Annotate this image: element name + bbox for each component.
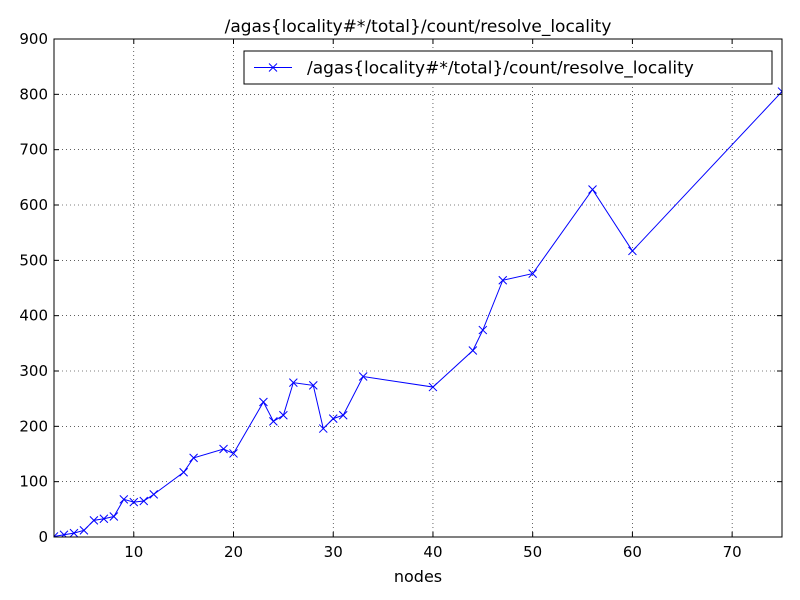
data-point-marker	[328, 414, 338, 423]
y-tick-label: 400	[19, 307, 48, 325]
data-point-marker	[99, 514, 109, 524]
marker-stroke	[89, 516, 99, 525]
y-tick-label: 800	[19, 85, 48, 103]
data-point-marker	[54, 532, 59, 537]
legend: /agas{locality#*/total}/count/resolve_lo…	[243, 50, 773, 85]
x-tick-label: 70	[723, 543, 742, 561]
marker-stroke	[149, 490, 159, 499]
axis-ticks: 10 20 30 40 50 60 7001002003004005006007008009…	[19, 30, 782, 561]
data-point-marker	[79, 526, 89, 535]
data-point-marker	[149, 490, 159, 499]
data-point-marker	[428, 382, 438, 392]
y-tick-label: 600	[19, 196, 48, 214]
series-line	[54, 91, 782, 537]
data-point-marker	[498, 275, 508, 285]
marker-stroke	[179, 467, 188, 477]
y-tick-label: 100	[19, 473, 48, 491]
marker-stroke	[69, 528, 79, 537]
x-tick-label: 60	[623, 543, 642, 561]
legend-marker-x	[268, 63, 278, 72]
y-tick-label: 500	[19, 251, 48, 269]
marker-stroke	[219, 444, 228, 454]
data-point-marker	[468, 346, 478, 355]
marker-stroke	[328, 414, 338, 423]
y-tick-label: 900	[19, 30, 48, 48]
legend-box	[243, 50, 773, 85]
marker-stroke	[268, 63, 278, 72]
data-point-marker	[219, 444, 228, 454]
marker-stroke	[269, 416, 278, 426]
marker-stroke	[54, 532, 59, 537]
data-point-marker	[288, 378, 298, 387]
x-tick-label: 50	[523, 543, 542, 561]
data-point-marker	[269, 416, 278, 426]
plot-frame	[53, 38, 783, 538]
marker-stroke	[109, 512, 119, 521]
data-point-marker	[259, 397, 268, 407]
data-point-marker	[129, 497, 139, 507]
x-axis-label: nodes	[394, 567, 442, 586]
data-point-marker	[69, 528, 79, 537]
marker-stroke	[468, 346, 478, 355]
data-point-marker	[89, 516, 99, 525]
marker-stroke	[189, 453, 198, 463]
data-point-marker	[308, 381, 318, 390]
marker-stroke	[119, 495, 129, 504]
marker-stroke	[308, 381, 318, 390]
series-group	[54, 87, 782, 537]
data-point-marker	[528, 269, 538, 278]
marker-stroke	[79, 526, 89, 535]
marker-stroke	[338, 410, 348, 420]
marker-stroke	[139, 496, 149, 506]
marker-stroke	[229, 449, 238, 458]
series-layer	[54, 87, 782, 537]
marker-stroke	[358, 372, 368, 381]
marker-stroke	[99, 514, 109, 524]
marker-stroke	[628, 246, 637, 256]
marker-stroke	[259, 397, 268, 407]
data-point-marker	[478, 325, 488, 335]
data-point-marker	[179, 467, 188, 477]
data-point-marker	[119, 495, 129, 504]
marker-stroke	[498, 275, 508, 285]
data-point-marker	[358, 372, 368, 381]
data-point-marker	[139, 496, 149, 506]
data-point-marker	[109, 512, 119, 521]
data-point-marker	[628, 246, 637, 256]
marker-stroke	[279, 410, 288, 420]
data-point-marker	[338, 410, 348, 420]
marker-stroke	[129, 497, 139, 507]
marker-stroke	[318, 424, 328, 433]
legend-entry: /agas{locality#*/total}/count/resolve_lo…	[307, 59, 694, 79]
data-point-marker	[229, 449, 238, 458]
grid-lines	[54, 39, 782, 537]
data-point-marker	[588, 185, 597, 194]
data-point-marker	[318, 424, 328, 433]
data-point-marker	[59, 530, 69, 537]
x-tick-label: 10	[124, 543, 143, 561]
y-tick-label: 0	[38, 528, 48, 546]
data-point-marker	[279, 410, 288, 420]
marker-stroke	[528, 269, 538, 278]
marker-stroke	[428, 382, 438, 392]
x-tick-label: 40	[423, 543, 442, 561]
marker-stroke	[478, 325, 488, 335]
y-tick-label: 200	[19, 417, 48, 435]
y-tick-label: 700	[19, 141, 48, 159]
x-tick-label: 20	[224, 543, 243, 561]
marker-stroke	[61, 530, 69, 537]
marker-stroke	[288, 378, 298, 387]
data-point-marker	[189, 453, 198, 463]
y-tick-label: 300	[19, 362, 48, 380]
marker-stroke	[777, 87, 782, 93]
chart-title: /agas{locality#*/total}/count/resolve_lo…	[225, 17, 612, 37]
marker-stroke	[588, 185, 597, 194]
x-tick-label: 30	[324, 543, 343, 561]
